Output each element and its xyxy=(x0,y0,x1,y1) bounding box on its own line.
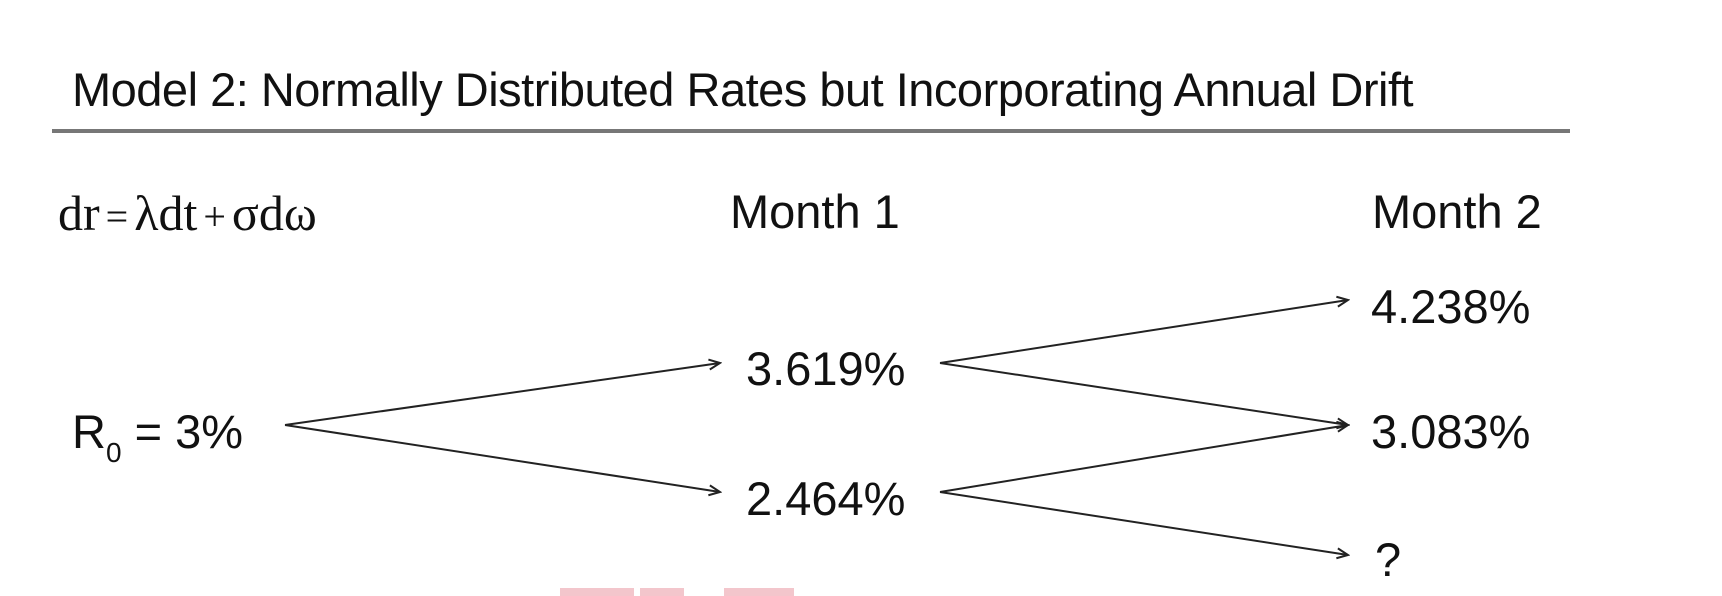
diagram-title: Model 2: Normally Distributed Rates but … xyxy=(72,63,1414,116)
formula-shock-term: σdω xyxy=(231,185,317,241)
arrow-up-to-mid xyxy=(939,362,1348,425)
formula-drift-term: λdt xyxy=(134,185,198,241)
drift-formula: dr = λdt + σdω xyxy=(58,188,317,238)
initial-rate-symbol: R xyxy=(72,405,106,458)
month2-mid-node: 3.083% xyxy=(1371,405,1531,458)
initial-rate-label: R0 = 3% xyxy=(72,405,244,467)
pink-artifact xyxy=(560,588,634,596)
arrow-r0-to-up xyxy=(284,363,720,426)
arrow-up-to-up xyxy=(939,300,1348,364)
formula-equals: = xyxy=(105,194,129,239)
arrow-r0-to-down xyxy=(284,424,720,492)
title-underline xyxy=(52,129,1570,133)
arrow-down-to-mid xyxy=(939,425,1348,493)
pink-artifact xyxy=(640,588,684,596)
month1-header: Month 1 xyxy=(730,185,900,238)
month1-down-node: 2.464% xyxy=(746,472,906,525)
month1-up-node: 3.619% xyxy=(746,342,906,395)
formula-lhs: dr xyxy=(58,185,100,241)
formula-plus: + xyxy=(203,194,226,239)
month2-down-node: ? xyxy=(1375,533,1402,586)
initial-rate-subscript: 0 xyxy=(105,437,122,468)
arrow-down-to-down xyxy=(939,491,1348,555)
month2-up-node: 4.238% xyxy=(1371,280,1531,333)
month2-header: Month 2 xyxy=(1372,185,1542,238)
initial-rate-value: = 3% xyxy=(121,405,244,458)
pink-artifact xyxy=(724,588,794,596)
